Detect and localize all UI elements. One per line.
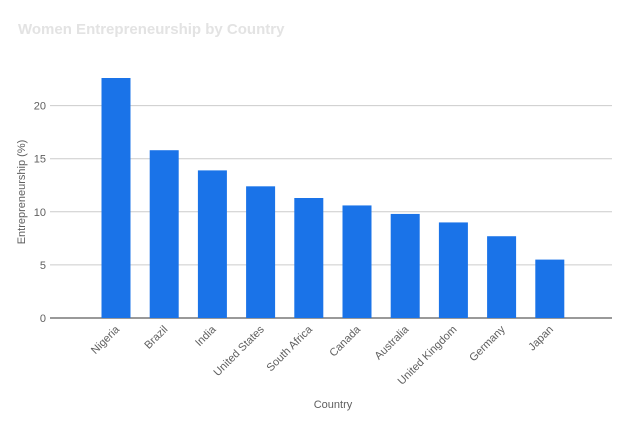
x-tick-label: Brazil [142, 324, 170, 352]
x-tick-label: Japan [526, 324, 556, 354]
x-tick-label: South Africa [264, 323, 315, 374]
x-tick-label: Germany [467, 323, 508, 364]
bar [535, 259, 565, 318]
bar [342, 205, 372, 318]
bar [101, 78, 131, 318]
bar [294, 198, 324, 318]
x-tick-label: United States [212, 323, 268, 379]
bar [197, 170, 227, 318]
y-tick-label: 5 [40, 260, 46, 272]
chart-title: Women Entrepreneurship by Country [18, 21, 285, 38]
x-tick-label: Australia [373, 323, 412, 362]
x-tick-label: Canada [327, 323, 363, 359]
gridlines [50, 105, 612, 319]
x-tick-label: Nigeria [89, 323, 123, 357]
bar [149, 150, 179, 318]
x-axis-title: Country [314, 399, 353, 411]
y-tick-label: 10 [34, 207, 46, 219]
x-tick-label: India [193, 323, 219, 349]
bar [246, 186, 276, 318]
bar [487, 236, 517, 318]
bar [438, 222, 468, 318]
y-tick-label: 20 [34, 101, 46, 113]
y-axis-title: Entrepreneurship (%) [16, 140, 28, 245]
y-tick-label: 0 [40, 313, 46, 325]
bar [390, 213, 420, 318]
y-tick-label: 15 [34, 154, 46, 166]
y-axis-ticks: 0 5 10 15 20 [34, 101, 46, 325]
bars [101, 78, 565, 318]
